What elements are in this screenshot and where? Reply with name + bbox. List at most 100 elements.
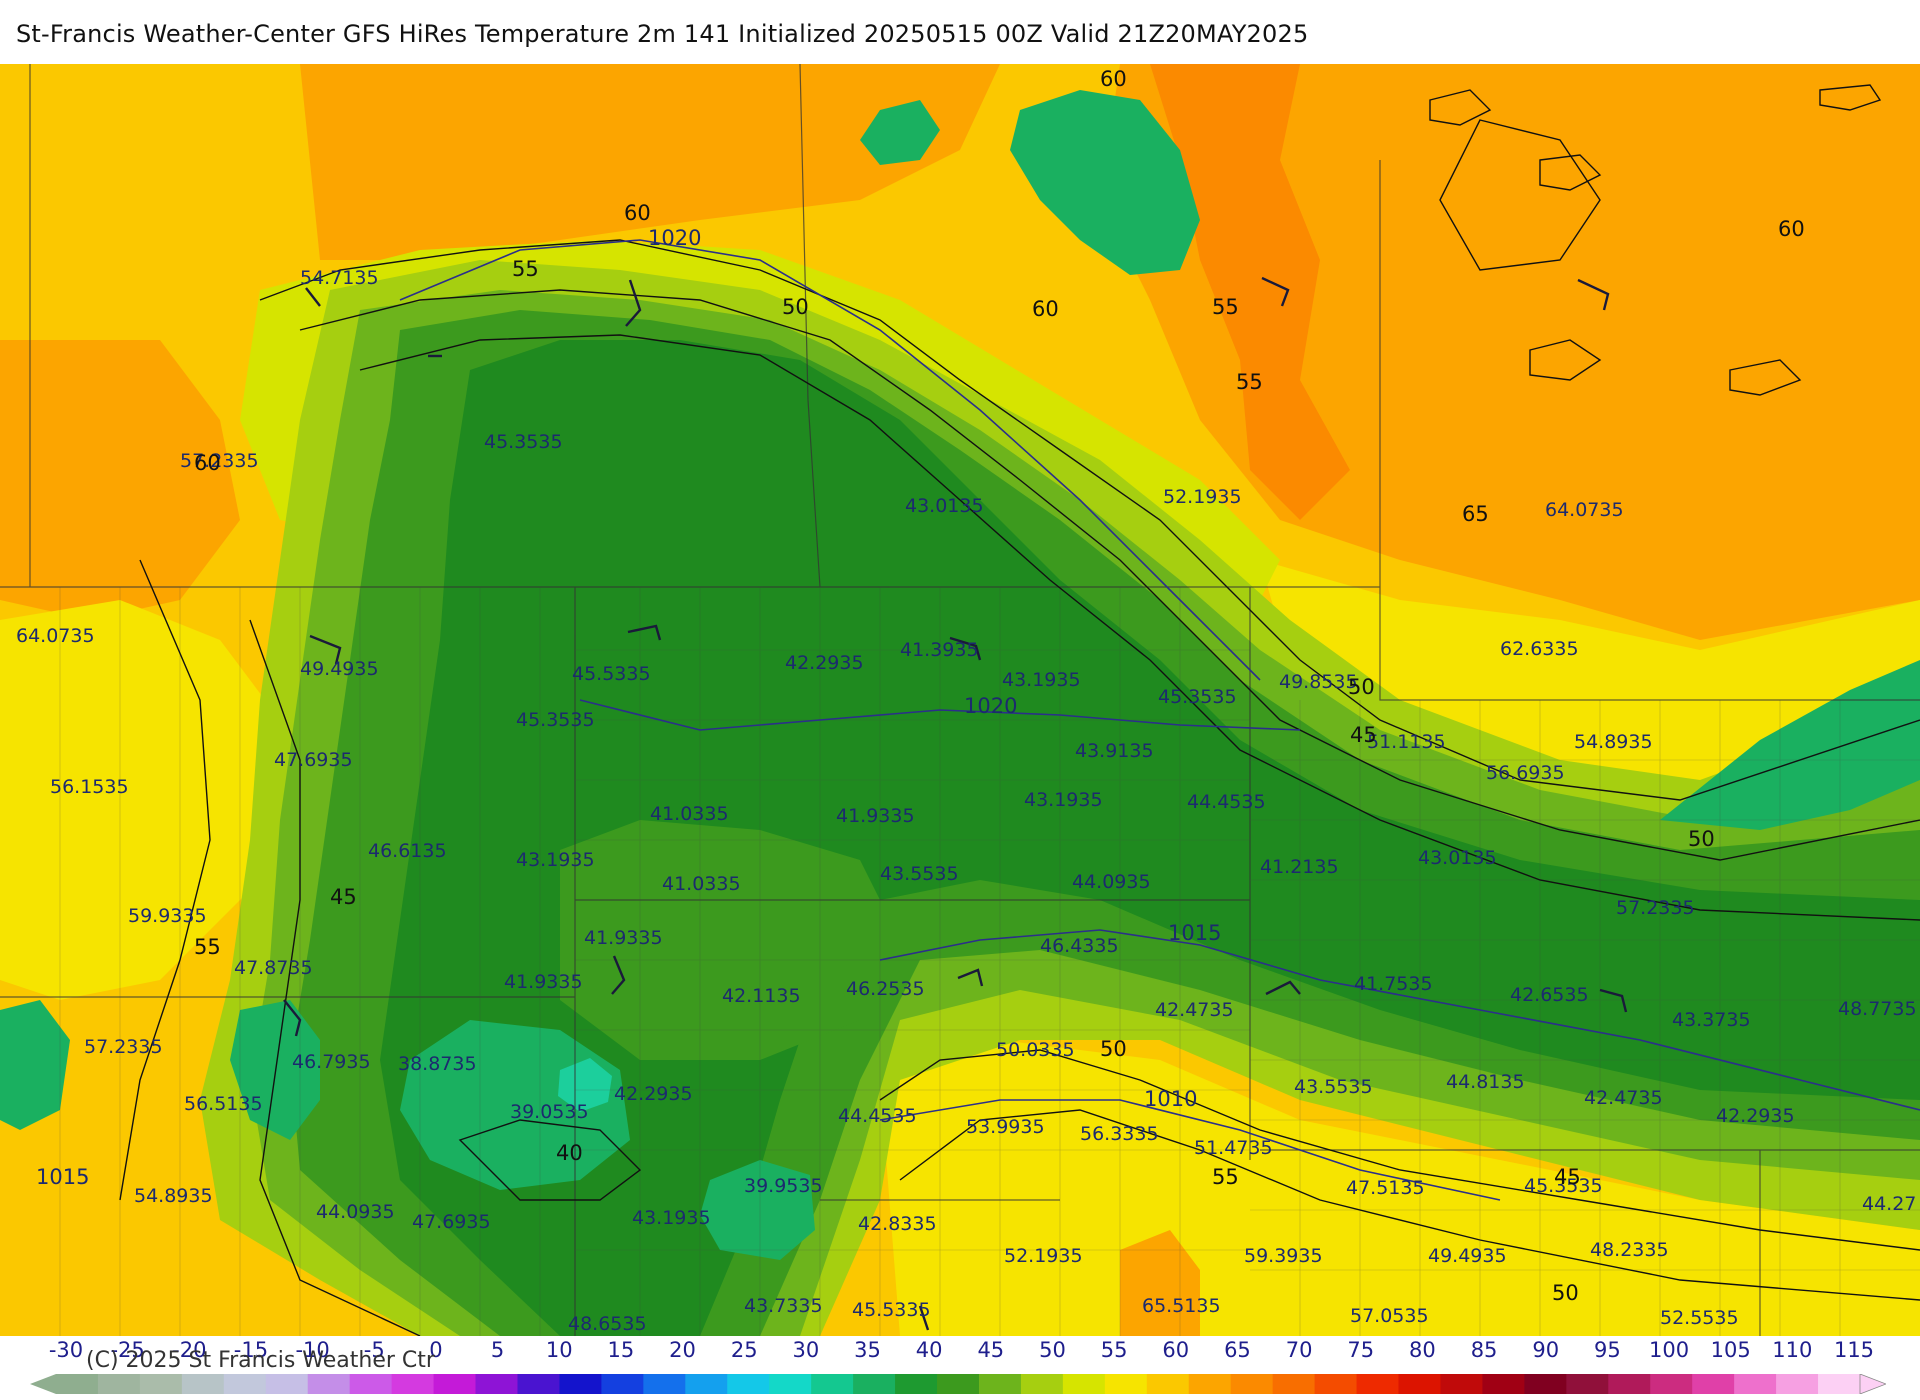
isotherm-label: 60 <box>1100 67 1127 91</box>
colorbar-tick-label: -15 <box>233 1338 269 1362</box>
point-value-label: 44.8135 <box>1446 1071 1525 1093</box>
point-value-label: 45.3535 <box>1158 686 1237 708</box>
point-value-label: 52.5535 <box>1660 1307 1739 1329</box>
temperature-colorbar <box>30 1374 1886 1394</box>
isobar-label: 1015 <box>1168 921 1221 945</box>
isotherm-label: 60 <box>1032 297 1059 321</box>
colorbar-tick-label: 110 <box>1772 1338 1813 1362</box>
warm-region-west <box>0 340 240 620</box>
point-value-label: 41.2135 <box>1260 856 1339 878</box>
colorbar-segment <box>1356 1374 1400 1394</box>
point-value-label: 43.5535 <box>1294 1076 1373 1098</box>
colorbar-segment <box>1692 1374 1735 1394</box>
cool-pocket-sw <box>230 1000 320 1140</box>
point-value-label: 43.1935 <box>632 1207 711 1229</box>
point-value-label: 42.6535 <box>1510 984 1589 1006</box>
colorbar-segment <box>601 1374 644 1394</box>
colorbar-segment <box>391 1374 435 1394</box>
colorbar-segment <box>937 1374 980 1394</box>
isotherm-label: 60 <box>194 451 221 475</box>
colorbar-tick-label: 75 <box>1347 1338 1375 1362</box>
colorbar-tick-label: 70 <box>1285 1338 1313 1362</box>
hot-spot-south <box>1120 1230 1200 1336</box>
point-value-label: 45.3535 <box>484 431 563 453</box>
isotherm-label: 45 <box>330 885 357 909</box>
point-value-label: 45.5335 <box>852 1299 931 1321</box>
point-value-label: 43.7335 <box>744 1295 823 1317</box>
colorbar-segment <box>1608 1374 1651 1394</box>
colorbar-segment <box>433 1374 477 1394</box>
point-value-label: 64.0735 <box>1545 499 1624 521</box>
colorbar-tick-label: 85 <box>1470 1338 1498 1362</box>
dark-green-core <box>380 340 1920 1336</box>
point-value-label: 42.1135 <box>722 985 801 1007</box>
colorbar-segment <box>139 1374 183 1394</box>
isobar-label: 1015 <box>36 1165 89 1189</box>
isotherm-label: 55 <box>1236 370 1263 394</box>
point-value-label: 56.1535 <box>50 776 129 798</box>
warm-region-north <box>300 64 1000 260</box>
wind-barbs <box>283 276 1628 1331</box>
point-value-label: 41.3935 <box>900 639 979 661</box>
point-value-label: 57.2335 <box>1616 897 1695 919</box>
title-bar: St-Francis Weather-Center GFS HiRes Temp… <box>0 0 1920 64</box>
point-value-label: 47.8735 <box>234 957 313 979</box>
point-value-label: 42.8335 <box>858 1213 937 1235</box>
colorbar-segment <box>853 1374 896 1394</box>
point-value-label: 46.7935 <box>292 1051 371 1073</box>
colorbar-tick-label: 55 <box>1100 1338 1128 1362</box>
point-value-label: 43.0135 <box>1418 847 1497 869</box>
colorbar-segment <box>223 1374 267 1394</box>
boundaries <box>0 64 1920 1336</box>
point-value-label: 54.7135 <box>300 267 379 289</box>
point-value-label: 48.7735 <box>1838 998 1917 1020</box>
colorbar-tick-label: 95 <box>1594 1338 1621 1362</box>
point-value-label: 51.1135 <box>1367 731 1446 753</box>
colorbar-segment <box>1734 1374 1777 1394</box>
isotherm-label: 50 <box>1100 1037 1127 1061</box>
isobar-label: 1010 <box>1144 1087 1197 1111</box>
colorbar-legend: -30 -25 -20 -15 -10 -5 0 5 10 15 20 25 30 35 40 45 50 55 6… <box>0 1336 1920 1400</box>
colorbar-segment <box>811 1374 854 1394</box>
colorbar-segment <box>1440 1374 1484 1394</box>
point-value-label: 48.2335 <box>1590 1239 1669 1261</box>
point-value-label: 51.4735 <box>1194 1137 1273 1159</box>
point-value-label: 52.1935 <box>1163 486 1242 508</box>
point-value-label: 39.0535 <box>510 1101 589 1123</box>
colorbar-segment <box>1020 1374 1064 1394</box>
point-value-label: 45.5335 <box>572 663 651 685</box>
isotherm-label: 65 <box>1462 502 1489 526</box>
colorbar-tick-label: 60 <box>1162 1338 1190 1362</box>
colorbar-tick-label: 105 <box>1710 1338 1751 1362</box>
colorbar-tick-label: 0 <box>429 1338 443 1362</box>
colorbar-segment <box>1818 1374 1861 1394</box>
colorbar-segment <box>1524 1374 1567 1394</box>
point-value-label: 53.9935 <box>966 1116 1045 1138</box>
colorbar-segment <box>1188 1374 1232 1394</box>
colorbar-tick-label: 100 <box>1648 1338 1690 1362</box>
point-value-label: 43.1935 <box>1002 669 1081 691</box>
point-value-label: 44.4535 <box>1187 791 1266 813</box>
isobar-label: 1020 <box>648 226 701 250</box>
colorbar-segment <box>265 1374 309 1394</box>
isotherm-label: 55 <box>512 257 539 281</box>
point-value-label: 59.9335 <box>128 905 207 927</box>
isotherm-label: 50 <box>1348 675 1375 699</box>
point-value-label: 42.2935 <box>614 1083 693 1105</box>
colorbar-tick-label: -10 <box>295 1338 330 1362</box>
colorbar-tick-label: 50 <box>1039 1338 1066 1362</box>
colorbar-segment <box>769 1374 812 1394</box>
isotherms <box>119 84 1920 1336</box>
point-value-label: 46.2535 <box>846 978 925 1000</box>
point-value-label: 41.0335 <box>650 803 729 825</box>
point-value-labels: 54.7135 57.2335 45.3535 43.0135 52.1935 64.07… <box>16 267 1917 1335</box>
colorbar-tick-label: 10 <box>545 1338 573 1362</box>
isobar-label: 1020 <box>964 694 1017 718</box>
colorbar-tick-label: -5 <box>363 1338 385 1362</box>
colorbar-segment <box>1230 1374 1274 1394</box>
point-value-label: 50.0335 <box>996 1039 1075 1061</box>
point-value-label: 47.6935 <box>412 1211 491 1233</box>
colorbar-segment <box>1566 1374 1609 1394</box>
isobars <box>399 239 1920 1201</box>
colorbar-segment <box>1398 1374 1442 1394</box>
